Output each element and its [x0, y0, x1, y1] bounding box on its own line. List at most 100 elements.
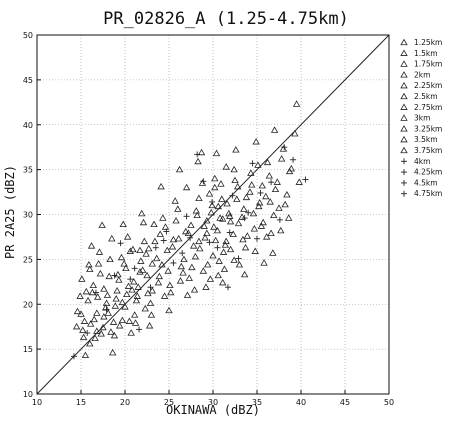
series-2.25km	[158, 148, 241, 289]
data-point	[163, 228, 170, 235]
data-point	[155, 272, 164, 280]
data-point	[245, 209, 252, 216]
data-point	[96, 269, 105, 277]
legend-item: 2km	[400, 70, 430, 79]
x-axis-label: OKINAWA (dBZ)	[166, 403, 260, 417]
data-point	[188, 263, 196, 271]
legend-marker	[401, 179, 407, 186]
data-point	[78, 275, 86, 282]
data-point	[241, 243, 250, 251]
legend-marker	[400, 125, 408, 132]
y-tick-label: 10	[23, 390, 33, 399]
data-point	[205, 190, 214, 197]
data-point	[103, 291, 112, 298]
reference-line-1to1	[36, 34, 390, 395]
data-point	[152, 254, 161, 262]
data-point	[248, 181, 256, 188]
data-point	[185, 274, 193, 281]
x-tick-label: 10	[32, 398, 42, 407]
data-point	[169, 235, 178, 243]
data-point	[255, 202, 263, 210]
data-point	[194, 151, 201, 158]
data-point	[131, 265, 138, 272]
data-point	[235, 260, 244, 268]
data-point	[189, 242, 198, 249]
data-point	[199, 267, 208, 274]
legend-label: 2.5km	[414, 92, 438, 101]
legend-label: 4km	[414, 157, 430, 166]
series-2km	[145, 201, 228, 299]
data-point	[182, 227, 190, 235]
data-point	[284, 214, 293, 221]
data-point	[238, 213, 246, 220]
data-point	[200, 178, 207, 185]
legend-marker	[400, 103, 408, 110]
data-point	[106, 255, 114, 263]
data-point	[148, 260, 156, 267]
data-point	[194, 157, 202, 165]
y-tick-label: 30	[23, 211, 33, 220]
data-point	[254, 235, 260, 242]
x-tick-label: 25	[164, 398, 174, 407]
data-point	[258, 181, 266, 189]
data-point	[125, 317, 134, 324]
data-point	[123, 233, 132, 240]
data-point	[193, 211, 201, 219]
legend-item: 1.25km	[400, 38, 442, 47]
legend-item: 4.75km	[401, 189, 442, 198]
data-point	[268, 179, 275, 186]
data-point	[118, 316, 127, 324]
data-point	[277, 226, 285, 234]
series-4.5km	[103, 151, 297, 313]
data-point	[175, 165, 184, 173]
legend-marker	[400, 60, 408, 67]
legend-label: 1.5km	[414, 49, 438, 58]
series-4km	[70, 160, 256, 360]
legend-marker	[400, 146, 408, 154]
data-point	[263, 158, 272, 166]
data-point	[103, 306, 110, 313]
data-point	[86, 339, 94, 347]
data-point	[176, 277, 185, 284]
data-point	[130, 278, 138, 285]
data-point	[267, 229, 275, 236]
data-point	[122, 264, 130, 272]
data-point	[211, 174, 219, 182]
data-point	[156, 230, 164, 237]
data-point	[90, 315, 98, 323]
data-point	[255, 199, 264, 206]
data-point	[217, 180, 225, 187]
data-point	[257, 189, 264, 196]
data-point	[121, 303, 129, 310]
data-point	[198, 179, 207, 186]
data-point	[201, 234, 209, 241]
data-point	[127, 329, 135, 336]
data-point	[129, 245, 137, 253]
data-point	[174, 205, 182, 212]
legend-item: 3.5km	[400, 135, 438, 144]
data-point	[226, 217, 235, 225]
data-point	[136, 268, 144, 275]
data-point	[218, 215, 227, 222]
data-point	[192, 207, 200, 214]
data-point	[132, 296, 141, 304]
data-point	[166, 281, 174, 289]
data-point	[276, 216, 283, 223]
data-point	[84, 296, 92, 304]
legend-marker	[400, 49, 408, 56]
data-point	[225, 209, 233, 217]
data-point	[139, 218, 148, 226]
data-point	[211, 183, 219, 191]
data-point	[79, 326, 87, 333]
data-point	[70, 353, 77, 360]
data-point	[218, 195, 226, 202]
data-point	[240, 205, 248, 212]
data-point	[73, 307, 82, 315]
data-point	[136, 326, 143, 333]
data-point	[100, 313, 108, 320]
data-point	[179, 250, 186, 257]
data-point	[195, 194, 203, 201]
y-tick-label: 15	[23, 345, 33, 354]
data-point	[233, 182, 242, 190]
